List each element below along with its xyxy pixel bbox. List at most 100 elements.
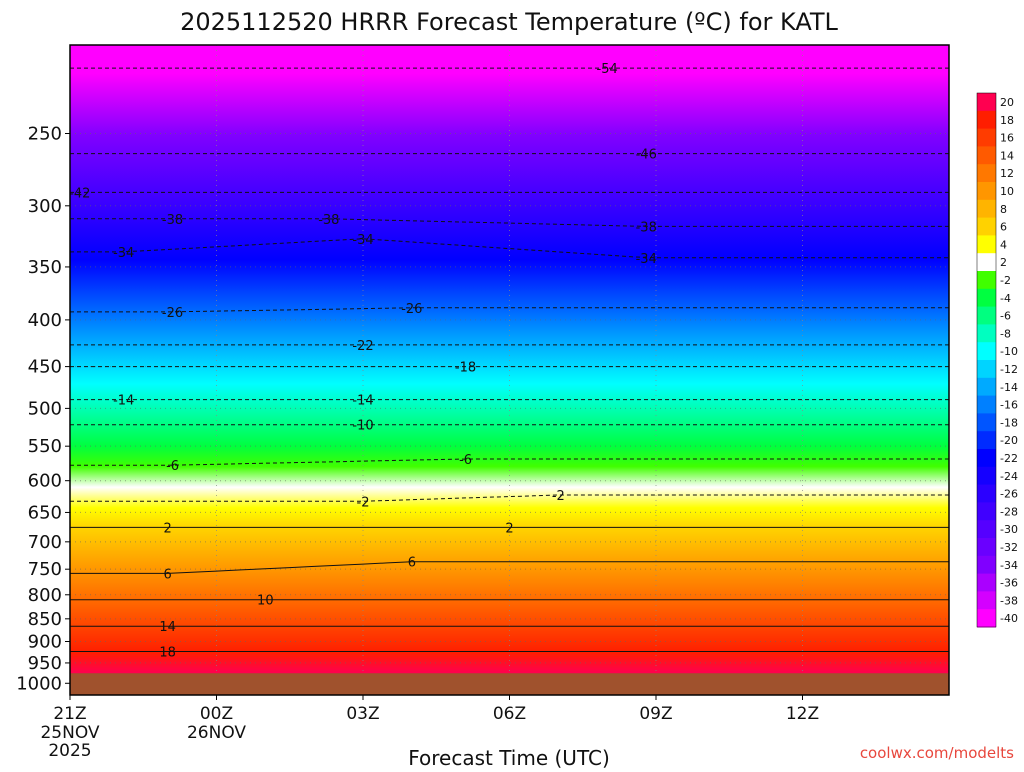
colorbar-label: -34 <box>1000 559 1018 572</box>
contour-label: -14 <box>352 394 373 409</box>
colorbar-label: -10 <box>1000 345 1018 358</box>
x-tick-date: 26NOV <box>187 723 246 743</box>
y-tick-label: 350 <box>28 257 62 278</box>
y-tick-label: 700 <box>28 532 62 553</box>
y-tick-label: 500 <box>28 398 62 419</box>
contour-label: 6 <box>408 556 416 571</box>
contour-lines <box>70 67 949 652</box>
colorbar-cell <box>977 413 996 432</box>
contour-label: -46 <box>636 148 657 163</box>
colorbar-cell <box>977 128 996 147</box>
contour-label: -54 <box>597 62 618 77</box>
x-tick-label: 12Z <box>786 704 819 724</box>
y-tick-label: 900 <box>28 631 62 652</box>
contour-label: -38 <box>636 220 657 235</box>
x-tick-label: 21Z <box>53 704 86 724</box>
colorbar-label: 18 <box>1000 114 1014 127</box>
contour-label: 6 <box>164 567 172 582</box>
contour-line <box>70 561 949 574</box>
contour-label: -26 <box>162 306 183 321</box>
colorbar-cell <box>977 360 996 379</box>
colorbar-cell <box>977 449 996 468</box>
colorbar-label: -6 <box>1000 310 1011 323</box>
colorbar-cell <box>977 93 996 112</box>
colorbar-cell <box>977 520 996 539</box>
colorbar-label: -18 <box>1000 416 1018 429</box>
colorbar-cell <box>977 555 996 575</box>
y-tick-label: 550 <box>28 436 62 457</box>
colorbar-label: 12 <box>1000 167 1014 180</box>
x-tick-year: 2025 <box>48 741 91 761</box>
colorbar-cell <box>977 377 996 397</box>
surface-ground <box>70 673 949 695</box>
y-axis: 2503003504004505005506006507007508008509… <box>16 123 70 694</box>
colorbar-label: 8 <box>1000 203 1007 216</box>
contour-label: -14 <box>113 394 134 409</box>
y-tick-label: 250 <box>28 123 62 144</box>
colorbar-cell <box>977 271 996 290</box>
colorbar-cell <box>977 591 996 610</box>
colorbar-label: -22 <box>1000 452 1018 465</box>
chart-title: 2025112520 HRRR Forecast Temperature (ºC… <box>180 8 838 36</box>
colorbar-cell <box>977 573 996 592</box>
colorbar-label: -28 <box>1000 505 1018 518</box>
contour-label: -10 <box>352 419 373 434</box>
colorbar-label: -20 <box>1000 434 1018 447</box>
x-tick-label: 06Z <box>493 704 526 724</box>
plot-area: -54-46-42-38 -38-38-34-34-34-26 -26-22-18-… <box>70 45 949 695</box>
x-tick-label: 00Z <box>200 704 233 724</box>
colorbar-label: 16 <box>1000 132 1014 145</box>
colorbar-label: 4 <box>1000 238 1007 251</box>
contour-label: 2 <box>505 521 513 536</box>
contour-label: -34 <box>113 246 134 261</box>
colorbar-label: -2 <box>1000 274 1011 287</box>
colorbar-cell <box>977 466 996 486</box>
colorbar-label: 10 <box>1000 185 1014 198</box>
contour-label: -26 <box>401 302 422 317</box>
colorbar-label: -4 <box>1000 292 1011 305</box>
colorbar-label: -32 <box>1000 541 1018 554</box>
colorbar-cell <box>977 182 996 201</box>
y-tick-label: 950 <box>28 653 62 674</box>
y-tick-label: 750 <box>28 559 62 580</box>
colorbar-cell <box>977 502 996 521</box>
colorbar-label: -8 <box>1000 327 1011 340</box>
contour-label: -18 <box>455 361 476 376</box>
colorbar-cell <box>977 306 996 325</box>
contour-label: -6 <box>459 453 472 468</box>
colorbar-cell <box>977 609 996 628</box>
x-axis-label: Forecast Time (UTC) <box>408 746 610 768</box>
colorbar-cell <box>977 484 996 503</box>
colorbar-cell <box>977 538 996 557</box>
colorbar-label: -16 <box>1000 399 1018 412</box>
colorbar-cell <box>977 164 996 183</box>
colorbar-legend: 20 18 16 14 12 10 8 6 4 2 -2 -4 -6 -8 -10 -12 -14 -16 -18 -… <box>976 92 1018 628</box>
colorbar-cell <box>977 110 996 130</box>
contour-label: 2 <box>164 521 172 536</box>
y-tick-label: 850 <box>28 609 62 630</box>
colorbar-label: -40 <box>1000 612 1018 625</box>
colorbar-cell <box>977 199 996 219</box>
x-tick-label: 03Z <box>346 704 379 724</box>
credit-link[interactable]: coolwx.com/modelts <box>860 744 1014 762</box>
contour-label: 18 <box>159 646 176 661</box>
y-tick-label: 1000 <box>16 673 62 694</box>
colorbar-label: 20 <box>1000 96 1014 109</box>
contour-label: 10 <box>257 594 274 609</box>
y-tick-label: 400 <box>28 310 62 331</box>
contour-labels: -54-46-42-38 -38-38-34-34-34-26 -26-22-18-… <box>70 62 657 661</box>
colorbar-label: 2 <box>1000 256 1007 269</box>
contour-label: -38 <box>318 213 339 228</box>
contour-label: -2 <box>552 489 565 504</box>
colorbar-cell <box>977 146 996 165</box>
contour-label: -6 <box>166 459 179 474</box>
colorbar-label: 14 <box>1000 149 1014 162</box>
colorbar-label: -24 <box>1000 470 1018 483</box>
colorbar-cell <box>977 395 996 414</box>
x-tick-date: 25NOV <box>40 723 99 743</box>
colorbar-label: -26 <box>1000 488 1018 501</box>
y-tick-label: 600 <box>28 471 62 492</box>
colorbar-frame <box>976 92 997 628</box>
